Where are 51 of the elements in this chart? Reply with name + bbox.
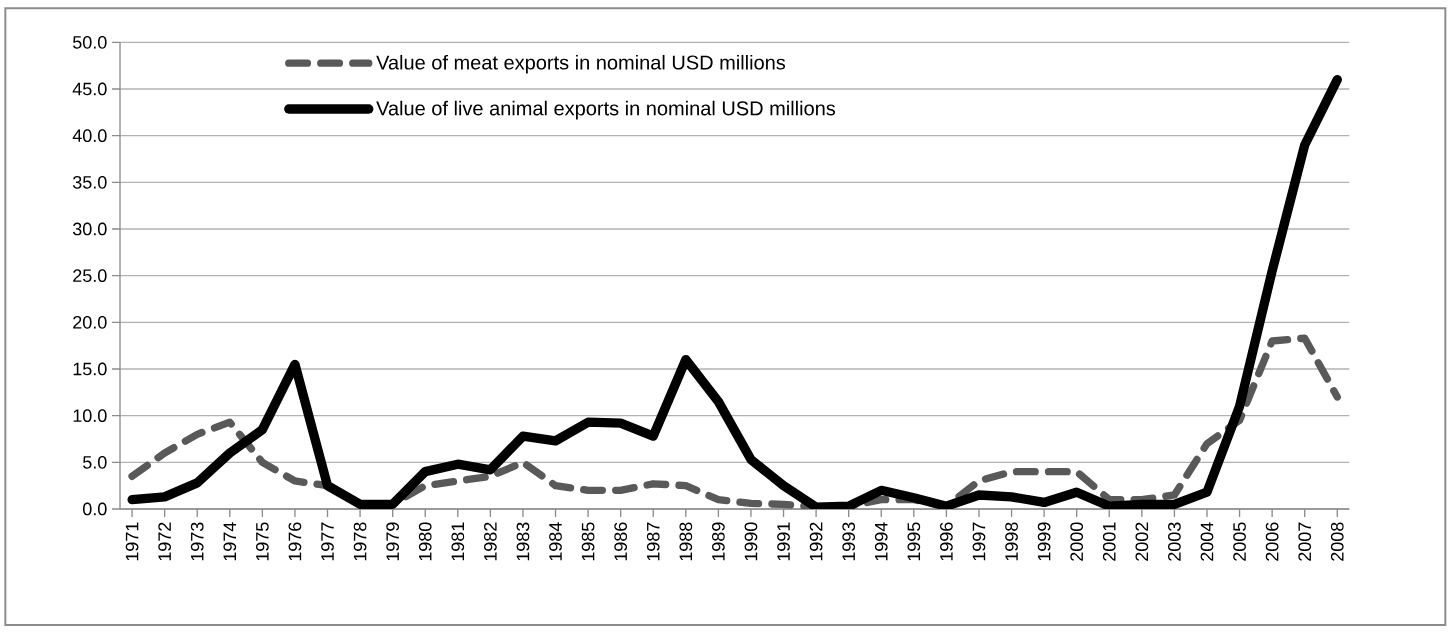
x-tick-label: 2005 (1233, 522, 1246, 561)
y-tick-label: 40.0 (72, 129, 107, 143)
y-tick-label: 35.0 (72, 175, 107, 189)
x-tick-label: 1998 (1005, 522, 1018, 561)
x-tick-label: 2001 (1102, 522, 1116, 561)
x-tick-label: 1991 (777, 522, 790, 561)
x-tick-label: 1976 (288, 522, 302, 561)
x-tick-label: 1972 (158, 522, 171, 561)
x-tick-label: 1981 (451, 522, 465, 561)
x-tick-label: 1979 (386, 522, 400, 561)
y-tick-label: 50.0 (72, 35, 107, 49)
x-tick-label: 1992 (809, 522, 823, 561)
y-tick-label: 15.0 (73, 362, 107, 376)
x-tick-label: 2000 (1070, 522, 1084, 561)
x-tick-label: 2007 (1298, 522, 1312, 561)
y-tick-label: 30.0 (72, 222, 107, 236)
x-tick-label: 1990 (744, 522, 758, 561)
y-tick-label: 20.0 (73, 315, 107, 329)
x-tick-label: 1980 (418, 522, 432, 561)
x-tick-label: 1974 (223, 522, 237, 561)
x-tick-label: 1977 (321, 522, 334, 561)
y-tick-label: 0.0 (82, 502, 107, 516)
x-tick-label: 1993 (842, 522, 856, 561)
x-tick-label: 2004 (1200, 522, 1214, 561)
x-tick-label: 1985 (581, 522, 595, 561)
y-tick-label: 25.0 (73, 269, 107, 283)
x-tick-label: 1997 (972, 522, 986, 561)
x-tick-label: 1973 (190, 522, 204, 561)
x-tick-label: 1971 (125, 522, 139, 561)
y-tick-label: 45.0 (72, 82, 107, 96)
x-tick-label: 2003 (1168, 522, 1181, 561)
x-tick-label: 1989 (712, 522, 725, 561)
x-tick-label: 1984 (549, 522, 562, 561)
x-tick-label: 1975 (255, 522, 269, 561)
x-tick-label: 1987 (646, 522, 660, 561)
x-tick-label: 1996 (940, 522, 953, 561)
x-tick-label: 1988 (679, 522, 693, 561)
x-tick-label: 1983 (516, 522, 530, 561)
x-tick-label: 1986 (614, 522, 628, 561)
x-tick-label: 1982 (484, 522, 497, 561)
x-tick-label: 2002 (1135, 522, 1149, 561)
x-tick-label: 1999 (1037, 522, 1051, 561)
x-tick-label: 1995 (907, 522, 921, 561)
x-tick-label: 1978 (353, 522, 367, 561)
x-tick-label: 2006 (1265, 522, 1279, 561)
legend-label: Value of live animal exports in nominal USD millions (376, 100, 836, 120)
x-tick-label: 1994 (874, 522, 888, 561)
y-tick-label: 10.0 (73, 409, 107, 423)
x-tick-label: 2008 (1330, 522, 1344, 561)
legend-label: Value of meat exports in nominal USD millions (376, 54, 786, 74)
y-tick-label: 5.0 (82, 455, 107, 469)
